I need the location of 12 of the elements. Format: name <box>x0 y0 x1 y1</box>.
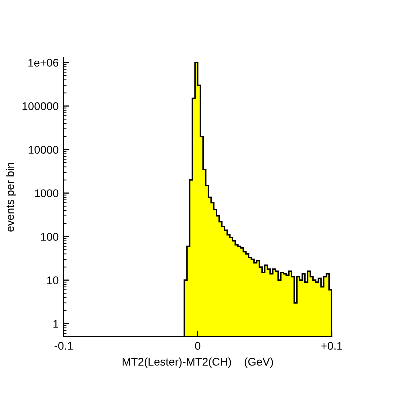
y-tick-label: 1e+06 <box>28 59 59 67</box>
y-axis-title: events per bin <box>6 163 16 232</box>
x-tick-label: 0 <box>195 342 201 350</box>
x-tick-label: +0.1 <box>322 342 342 350</box>
x-axis-title: MT2(Lester)-MT2(CH) (GeV) <box>122 358 274 368</box>
y-tick-label: 1 <box>54 320 59 328</box>
x-tick-label: -0.1 <box>54 342 73 350</box>
y-tick-label: 10000 <box>29 146 59 154</box>
y-tick-label: 1000 <box>35 190 59 198</box>
y-tick-label: 10 <box>48 276 59 285</box>
y-tick-label: 100 <box>41 233 59 241</box>
y-tick-label: 100000 <box>22 102 59 110</box>
